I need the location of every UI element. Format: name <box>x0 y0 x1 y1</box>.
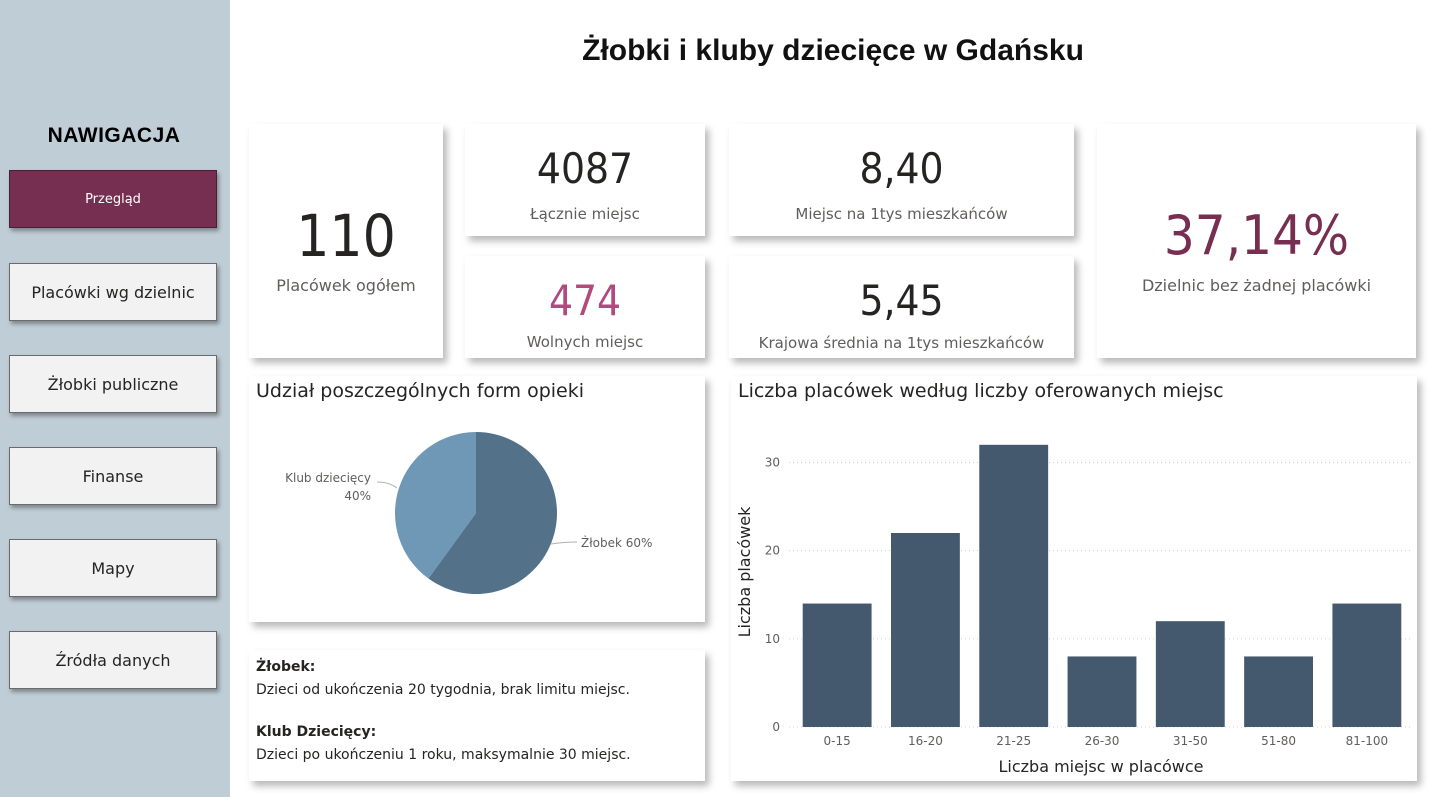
bar-x-tick-label: 51-80 <box>1261 734 1296 748</box>
kpi-districts-without-value: 37,14% <box>1163 204 1350 267</box>
bar-x-tick-label: 26-30 <box>1085 734 1120 748</box>
kpi-card-places-per-1000: 8,40 Miejsc na 1tys mieszkańców <box>729 124 1074 236</box>
kpi-total-facilities-label: Placówek ogółem <box>276 276 416 295</box>
nav-button-finanse[interactable]: Finanse <box>9 447 217 505</box>
pie-chart: Żłobek 60% Klub dziecięcy 40% <box>285 432 652 594</box>
kpi-total-places-value: 4087 <box>536 144 634 193</box>
kpi-card-total-facilities: 110 Placówek ogółem <box>249 124 443 358</box>
bar-81-100[interactable] <box>1332 603 1402 727</box>
bar-0-15[interactable] <box>802 603 872 727</box>
kpi-national-average-value: 5,45 <box>859 276 944 325</box>
description-zlobek-heading: Żłobek: <box>256 659 316 675</box>
kpi-places-per-1000-label: Miejsc na 1tys mieszkańców <box>795 205 1008 223</box>
nav-button-zrodla-danych[interactable]: Źródła danych <box>9 631 217 689</box>
description-spacer <box>256 702 698 721</box>
pie-slice-klub[interactable] <box>395 432 476 579</box>
bar-x-tick-label: 21-25 <box>996 734 1031 748</box>
kpi-free-places-label: Wolnych miejsc <box>526 333 644 351</box>
bar-chart-card: Liczba placówek według liczby oferowanyc… <box>731 376 1417 781</box>
bar-y-tick-label: 20 <box>765 544 780 558</box>
bar-21-25[interactable] <box>979 444 1049 727</box>
description-zlobek-text: Dzieci od ukończenia 20 tygodnia, brak l… <box>256 682 630 698</box>
description-klub-text: Dzieci po ukończeniu 1 roku, maksymalnie… <box>256 747 631 763</box>
sidebar: NAWIGACJA Przegląd Placówki wg dzielnic … <box>0 0 230 797</box>
bar-chart: 0 10 20 30 0-15 16-20 21-25 26-30 31-50 51-80 81-1… <box>735 444 1411 776</box>
kpi-total-facilities-value: 110 <box>296 202 396 270</box>
pie-leader-line-klub <box>376 481 398 489</box>
kpi-card-national-average: 5,45 Krajowa średnia na 1tys mieszkańców <box>729 256 1074 358</box>
pie-chart-card: Udział poszczególnych form opieki Żłobek… <box>249 376 705 622</box>
bar-x-tick-label: 31-50 <box>1173 734 1208 748</box>
bar-y-axis-title: Liczba placówek <box>735 506 754 638</box>
bar-chart-title: Liczba placówek według liczby oferowanyc… <box>738 380 1224 402</box>
nav-button-mapy[interactable]: Mapy <box>9 539 217 597</box>
bar-31-50[interactable] <box>1155 621 1225 727</box>
bar-y-tick-label: 30 <box>765 455 780 469</box>
page-title: Żłobki i kluby dziecięce w Gdańsku <box>582 34 1084 67</box>
bar-y-tick-label: 0 <box>772 720 780 734</box>
nav-button-zlobki-publiczne[interactable]: Żłobki publiczne <box>9 355 217 413</box>
nav-button-placowki-wg-dzielnic[interactable]: Placówki wg dzielnic <box>9 263 217 321</box>
pie-label-klub: Klub dziecięcy <box>285 471 371 485</box>
kpi-card-districts-without: 37,14% Dzielnic bez żadnej placówki <box>1097 124 1416 358</box>
pie-label-zlobek: Żłobek 60% <box>581 535 652 550</box>
bar-51-80[interactable] <box>1244 656 1314 727</box>
nav-button-przeglad[interactable]: Przegląd <box>9 170 217 228</box>
bar-16-20[interactable] <box>890 533 960 727</box>
description-klub-heading: Klub Dziecięcy: <box>256 724 377 740</box>
bar-26-30[interactable] <box>1067 656 1137 727</box>
bar-x-axis-title: Liczba miejsc w placówce <box>998 757 1203 776</box>
kpi-card-total-places: 4087 Łącznie miejsc <box>465 124 705 236</box>
bar-y-tick-label: 10 <box>765 632 780 646</box>
bar-x-tick-label: 16-20 <box>908 734 943 748</box>
pie-leader-line-zlobek <box>550 541 578 545</box>
pie-label-klub-percent: 40% <box>344 489 371 503</box>
navigation-title: NAWIGACJA <box>47 124 181 147</box>
kpi-total-places-label: Łącznie miejsc <box>530 205 640 223</box>
kpi-card-free-places: 474 Wolnych miejsc <box>465 256 705 358</box>
bar-x-tick-label: 81-100 <box>1346 734 1389 748</box>
description-card: Żłobek: Dzieci od ukończenia 20 tygodnia… <box>249 650 705 781</box>
pie-chart-title: Udział poszczególnych form opieki <box>256 380 585 402</box>
bar-x-tick-label: 0-15 <box>824 734 851 748</box>
kpi-national-average-label: Krajowa średnia na 1tys mieszkańców <box>758 334 1045 352</box>
kpi-places-per-1000-value: 8,40 <box>859 144 944 193</box>
pie-slice-zlobek[interactable] <box>428 432 557 594</box>
kpi-free-places-value: 474 <box>548 276 622 325</box>
kpi-districts-without-label: Dzielnic bez żadnej placówki <box>1141 276 1372 295</box>
